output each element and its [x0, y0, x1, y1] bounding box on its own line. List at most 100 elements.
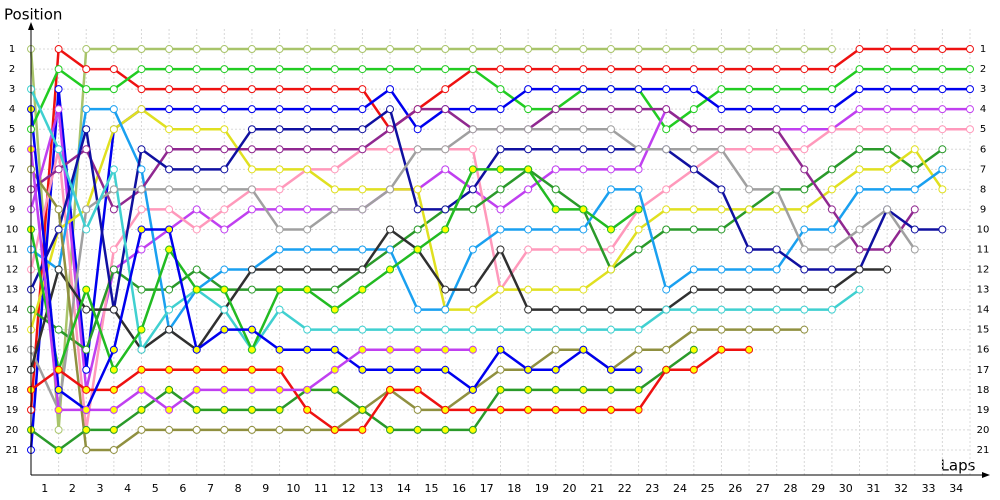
point	[966, 105, 974, 114]
point	[330, 65, 339, 74]
x-tick-label: 31	[866, 482, 880, 495]
point	[524, 85, 533, 94]
point	[689, 145, 698, 154]
point	[165, 205, 174, 214]
point	[386, 85, 395, 94]
y-tick-label: 8	[9, 184, 15, 195]
point	[137, 385, 146, 394]
point	[496, 85, 505, 94]
point	[551, 225, 560, 234]
y2-tick-label: 5	[980, 124, 986, 135]
point	[54, 225, 63, 234]
point	[800, 65, 809, 74]
point	[247, 285, 256, 294]
x-tick-label: 17	[480, 482, 494, 495]
point	[883, 205, 892, 214]
point	[165, 405, 174, 414]
point	[800, 85, 809, 94]
point	[883, 125, 892, 134]
point	[855, 85, 864, 94]
point	[303, 105, 312, 114]
point	[717, 85, 726, 94]
point	[827, 265, 836, 274]
point	[192, 405, 201, 414]
point	[303, 145, 312, 154]
y2-tick-label: 10	[977, 224, 990, 235]
point	[745, 325, 754, 334]
point	[220, 405, 229, 414]
point	[468, 185, 477, 194]
point	[82, 65, 91, 74]
y2-tick-label: 12	[977, 265, 990, 276]
point	[496, 185, 505, 194]
y-tick-label: 11	[6, 245, 19, 256]
point	[827, 205, 836, 214]
markers	[27, 45, 974, 454]
point	[524, 405, 533, 414]
point	[220, 105, 229, 114]
x-tick-label: 29	[811, 482, 825, 495]
point	[634, 145, 643, 154]
point	[634, 225, 643, 234]
point	[330, 285, 339, 294]
point	[468, 385, 477, 394]
point	[772, 305, 781, 314]
point	[358, 105, 367, 114]
point	[966, 125, 974, 134]
y2-tick-label: 17	[977, 365, 990, 376]
point	[192, 185, 201, 194]
point	[579, 205, 588, 214]
point	[938, 145, 947, 154]
point	[192, 285, 201, 294]
point	[220, 145, 229, 154]
point	[358, 405, 367, 414]
point	[386, 225, 395, 234]
point	[662, 145, 671, 154]
point	[689, 285, 698, 294]
point	[413, 45, 422, 54]
point	[330, 185, 339, 194]
point	[579, 105, 588, 114]
point	[496, 285, 505, 294]
point	[54, 445, 63, 454]
point	[524, 165, 533, 174]
point	[910, 145, 919, 154]
point	[192, 105, 201, 114]
point	[855, 65, 864, 74]
point	[827, 125, 836, 134]
point	[137, 285, 146, 294]
point	[275, 165, 284, 174]
point	[772, 185, 781, 194]
x-tick-label: 15	[424, 482, 438, 495]
point	[524, 245, 533, 254]
y-tick-label: 13	[6, 285, 19, 296]
point	[855, 125, 864, 134]
point	[358, 265, 367, 274]
point	[165, 245, 174, 254]
point	[275, 345, 284, 354]
point	[386, 345, 395, 354]
point	[662, 285, 671, 294]
point	[275, 45, 284, 54]
point	[910, 125, 919, 134]
x-tick-label: 13	[369, 482, 383, 495]
point	[82, 365, 91, 374]
point	[192, 345, 201, 354]
point	[82, 125, 91, 134]
point	[220, 285, 229, 294]
point	[772, 325, 781, 334]
point	[883, 165, 892, 174]
y-tick-label: 10	[6, 224, 19, 235]
point	[165, 305, 174, 314]
point	[606, 385, 615, 394]
point	[192, 65, 201, 74]
point	[468, 405, 477, 414]
point	[82, 285, 91, 294]
x-tick-label: 32	[894, 482, 908, 495]
point	[496, 325, 505, 334]
point	[745, 305, 754, 314]
point	[247, 385, 256, 394]
point	[330, 365, 339, 374]
x-tick-label: 21	[590, 482, 604, 495]
point	[441, 165, 450, 174]
